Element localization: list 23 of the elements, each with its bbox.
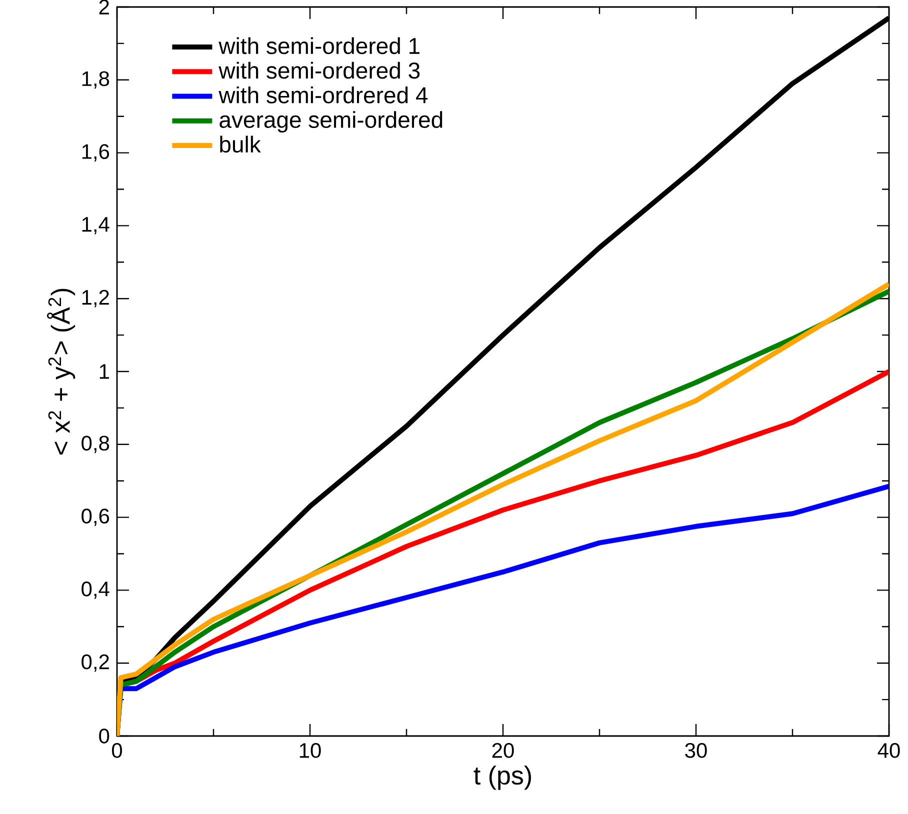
x-axis-title: t (ps) — [474, 766, 531, 790]
y-tick-label: 1 — [100, 364, 109, 379]
x-tick-label: 40 — [878, 743, 900, 758]
legend-label: average semi-ordered — [220, 111, 442, 133]
y-tick-label: 0,2 — [82, 654, 109, 672]
y-axis-title: < x$^{2}$ + y$^{2}$> (Å$^{2}$) — [47, 288, 76, 454]
x-tick-label: 10 — [300, 743, 321, 758]
y-tick-label: 0,6 — [82, 508, 110, 526]
y-tick-label: 0 — [99, 728, 110, 744]
y-tick-label: 1,6 — [82, 144, 110, 162]
x-tick-label: 0 — [112, 743, 122, 758]
y-tick-label: 0,8 — [82, 436, 110, 454]
legend-label: bulk — [220, 136, 261, 153]
y-tick-label: 1,4 — [82, 217, 110, 234]
legend-label: with semi-ordered 3 — [218, 62, 420, 79]
legend-label: with semi-ordered 1 — [218, 37, 420, 54]
y-tick-label: 1,8 — [82, 71, 110, 89]
x-tick-label: 30 — [685, 743, 707, 758]
x-tick-label: 20 — [492, 743, 514, 758]
y-tick-label: 0,4 — [82, 582, 110, 599]
y-tick-label: 1,2 — [82, 290, 109, 308]
y-tick-label: 2 — [99, 0, 109, 14]
legend-label: with semi-ordrered 4 — [218, 86, 428, 104]
